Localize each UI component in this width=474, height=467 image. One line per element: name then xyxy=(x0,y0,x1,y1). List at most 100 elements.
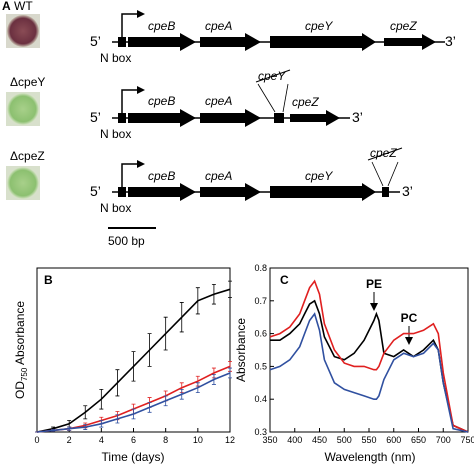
error-bar xyxy=(99,388,104,410)
promoter-head xyxy=(137,10,145,18)
error-bar xyxy=(115,369,120,397)
y-tick-label: 0.5 xyxy=(254,361,267,371)
error-bar xyxy=(228,367,232,379)
deletion-scar xyxy=(274,113,284,123)
error-bar xyxy=(179,302,184,333)
gene-label: cpeZ xyxy=(292,95,319,109)
n-box xyxy=(118,113,126,123)
strain-label: WT xyxy=(14,0,33,13)
x-tick-label: 500 xyxy=(337,435,352,445)
x-tick-label: 400 xyxy=(287,435,302,445)
five-prime: 5’ xyxy=(90,183,101,199)
scale-label: 500 bp xyxy=(108,234,145,248)
n-box xyxy=(118,37,126,47)
x-tick-label: 550 xyxy=(361,435,376,445)
gene-label: cpeA xyxy=(205,94,232,108)
promoter xyxy=(121,13,140,37)
error-bar xyxy=(51,429,56,432)
series-line xyxy=(270,299,469,433)
y-tick-label: 0.4 xyxy=(254,394,267,404)
error-bar xyxy=(228,280,232,298)
x-tick-label: 10 xyxy=(193,435,203,445)
x-tick-label: 450 xyxy=(312,435,327,445)
error-bar xyxy=(211,374,216,385)
gene-arrow xyxy=(128,33,196,51)
nbox-label: N box xyxy=(100,201,131,215)
error-bar xyxy=(147,402,152,413)
deletion-line xyxy=(387,161,399,187)
nbox-label: N box xyxy=(100,51,131,65)
y-label-main: OD xyxy=(13,381,27,399)
three-prime: 3’ xyxy=(445,33,456,49)
series-line xyxy=(269,312,469,433)
x-tick-label: 700 xyxy=(436,435,451,445)
deletion-line xyxy=(371,161,384,187)
panel-label: A xyxy=(2,0,11,13)
y-label-sub: 750 xyxy=(20,367,29,381)
error-bar xyxy=(83,424,88,430)
error-bar xyxy=(115,414,120,424)
error-bar xyxy=(83,405,88,420)
y-tick-label: 0.3 xyxy=(254,427,267,437)
error-bar xyxy=(67,426,72,431)
promoter xyxy=(121,89,140,113)
error-bar xyxy=(147,333,152,367)
three-prime: 3’ xyxy=(402,183,413,199)
promoter-head xyxy=(137,86,145,94)
gene-arrow xyxy=(270,183,376,201)
promoter-head xyxy=(137,160,145,168)
error-bar xyxy=(195,287,200,315)
y-tick-label: 0.6 xyxy=(254,329,267,339)
gene-label: cpeY xyxy=(305,19,333,33)
plate-well xyxy=(7,15,39,47)
annotation: PC xyxy=(401,311,418,325)
annotation: PE xyxy=(366,277,382,291)
gene-arrow xyxy=(200,183,261,201)
gene-arrow xyxy=(290,110,340,126)
series-line xyxy=(36,372,231,433)
error-bar xyxy=(131,408,136,420)
gene-label: cpeB xyxy=(148,94,175,108)
gene-arrow xyxy=(200,33,261,51)
strike xyxy=(367,147,403,161)
gene-label: cpeB xyxy=(148,19,175,33)
y-label-rest: Absorbance xyxy=(13,301,27,368)
deletion-scar xyxy=(382,187,389,197)
annotation-arrow-head xyxy=(370,303,378,311)
x-tick-label: 350 xyxy=(262,435,277,445)
x-axis-label: Time (days) xyxy=(102,450,165,464)
deletion-line xyxy=(282,83,289,113)
promoter xyxy=(121,163,140,187)
panel-label: B xyxy=(44,273,53,287)
x-tick-label: 650 xyxy=(411,435,426,445)
strike xyxy=(255,69,291,83)
x-axis-label: Wavelength (nm) xyxy=(325,450,416,464)
five-prime: 5’ xyxy=(90,33,101,49)
gene-label: cpeA xyxy=(205,19,232,33)
n-box xyxy=(118,187,126,197)
gene-arrow xyxy=(270,33,376,51)
y-tick-label: 0.8 xyxy=(254,263,267,273)
panel-a: A WT 5’ cpeB cpeA cpeY cpeZ 3’ N box Δcp… xyxy=(2,0,456,248)
gene-label: cpeA xyxy=(205,169,232,183)
error-bar xyxy=(211,284,216,305)
gene-arrow xyxy=(128,183,196,201)
x-tick-label: 750 xyxy=(460,435,474,445)
error-bar xyxy=(179,388,184,400)
nbox-label: N box xyxy=(100,127,131,141)
three-prime: 3’ xyxy=(352,109,363,125)
plate-well xyxy=(7,167,39,199)
panel-label: C xyxy=(280,273,289,287)
y-axis-label: Absorbance xyxy=(234,318,248,382)
gene-label: cpeY xyxy=(305,169,333,183)
gene-arrow xyxy=(128,109,196,127)
series-line xyxy=(269,279,469,433)
gene-label: cpeZ xyxy=(390,19,417,33)
x-tick-label: 8 xyxy=(163,435,168,445)
gene-arrow xyxy=(200,109,261,127)
x-tick-label: 0 xyxy=(34,435,39,445)
error-bar xyxy=(131,351,136,382)
x-tick-label: 2 xyxy=(67,435,72,445)
error-bar xyxy=(163,395,168,407)
error-bar xyxy=(195,382,200,394)
